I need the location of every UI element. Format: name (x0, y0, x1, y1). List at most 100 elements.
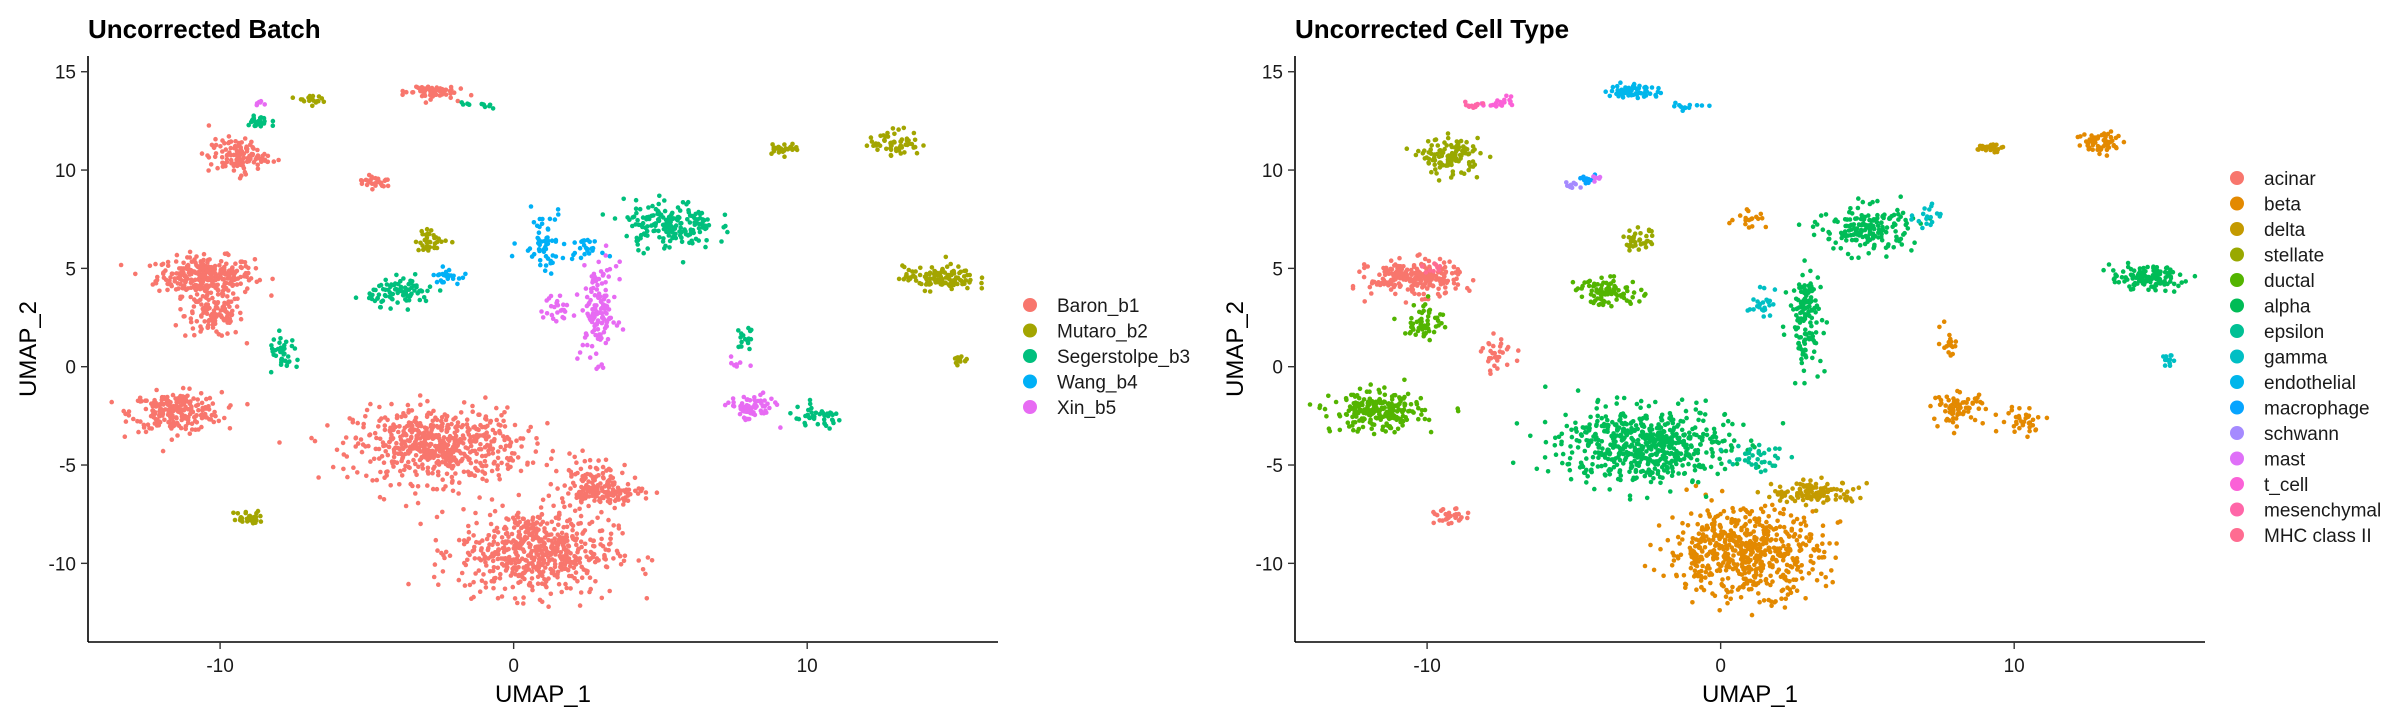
data-point (1336, 412, 1342, 417)
data-point (566, 556, 572, 561)
data-point (595, 282, 600, 288)
data-point (1680, 537, 1685, 542)
data-point (1735, 539, 1741, 544)
data-point (1707, 572, 1712, 578)
data-point (218, 259, 224, 264)
data-point (437, 443, 443, 449)
data-point (1758, 573, 1763, 578)
data-point (383, 277, 389, 283)
data-point (185, 406, 191, 412)
data-point (687, 232, 693, 237)
data-point (1755, 581, 1761, 586)
data-point (587, 575, 593, 580)
data-point (882, 137, 887, 143)
legend-swatch (1023, 323, 1037, 338)
data-point (231, 162, 237, 167)
data-point (398, 468, 403, 474)
data-point (1675, 534, 1681, 540)
data-point (561, 561, 566, 567)
data-point (479, 453, 485, 459)
data-point (502, 410, 507, 415)
data-point (443, 549, 449, 555)
data-point (1758, 506, 1764, 512)
data-point (1394, 414, 1399, 420)
data-point (2026, 420, 2032, 426)
data-point (219, 389, 225, 395)
data-point (630, 215, 636, 220)
data-point (1349, 406, 1354, 412)
data-point (1403, 300, 1409, 305)
data-point (1776, 548, 1781, 554)
data-point (515, 553, 520, 559)
data-point (479, 578, 485, 583)
data-point (1740, 559, 1746, 564)
data-point (1382, 385, 1387, 390)
data-point (521, 524, 526, 529)
data-point (951, 271, 957, 276)
data-point (539, 581, 545, 586)
data-point (739, 331, 744, 336)
data-point (782, 154, 787, 159)
data-point (1748, 216, 1754, 222)
data-point (837, 418, 842, 423)
data-point (1761, 598, 1767, 603)
data-point (1941, 319, 1947, 325)
data-point (477, 495, 482, 500)
data-point (1376, 280, 1381, 285)
data-point (355, 420, 361, 426)
data-point (434, 434, 439, 439)
data-point (542, 535, 548, 540)
data-point (657, 235, 662, 240)
data-point (572, 250, 578, 256)
data-point (664, 229, 669, 235)
data-point (1670, 515, 1675, 520)
data-point (946, 272, 952, 278)
data-point (1419, 412, 1424, 417)
data-point (449, 421, 454, 427)
data-point (234, 282, 240, 287)
data-point (452, 444, 457, 450)
data-point (211, 419, 217, 425)
data-point (1950, 344, 1955, 350)
data-point (374, 477, 380, 483)
data-point (730, 403, 736, 409)
data-point (172, 279, 178, 284)
data-point (613, 264, 619, 269)
data-point (487, 102, 493, 108)
data-point (616, 320, 622, 325)
data-point (1422, 407, 1428, 413)
data-point (561, 302, 566, 308)
data-point (633, 488, 638, 494)
data-point (796, 416, 802, 422)
data-point (1432, 162, 1437, 167)
data-point (1661, 573, 1666, 579)
data-point (589, 289, 594, 295)
data-point (511, 557, 517, 562)
data-point (1814, 543, 1820, 549)
data-point (575, 579, 580, 584)
data-point (170, 392, 176, 398)
data-point (506, 554, 512, 560)
data-point (1767, 494, 1772, 500)
data-point (492, 508, 498, 514)
data-point (371, 287, 377, 293)
data-point (1367, 284, 1373, 290)
data-point (528, 204, 534, 209)
data-point (555, 207, 561, 212)
data-point (868, 135, 874, 140)
data-point (407, 465, 412, 471)
data-point (637, 206, 643, 212)
data-point (585, 342, 590, 348)
data-point (397, 424, 402, 429)
data-point (433, 443, 438, 449)
data-point (1801, 477, 1806, 483)
data-point (199, 302, 204, 307)
data-point (470, 409, 476, 415)
data-point (1680, 530, 1686, 535)
data-point (871, 143, 876, 148)
data-point (226, 252, 231, 258)
data-point (1704, 566, 1710, 571)
data-point (1725, 551, 1731, 557)
data-point (535, 581, 541, 586)
data-point (251, 146, 256, 151)
